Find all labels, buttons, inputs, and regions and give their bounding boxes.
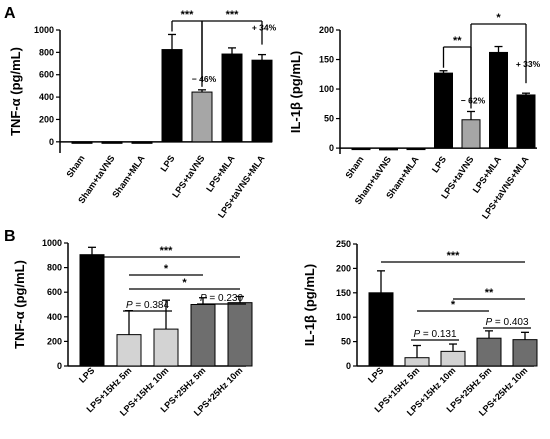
significance-label: * [164, 263, 169, 275]
bar [191, 91, 213, 143]
bar [221, 53, 243, 143]
y-tick-label: 200 [336, 263, 351, 273]
bar [79, 254, 105, 367]
y-tick-label: 400 [39, 92, 54, 102]
p-value-label: P = 0.384 [126, 300, 170, 311]
significance-label: * [496, 12, 501, 24]
significance-label: *** [226, 9, 240, 21]
bar [131, 141, 153, 144]
y-tick-label: 100 [336, 312, 351, 322]
category-label: LPS+MLA [204, 153, 237, 194]
y-tick-label: 200 [39, 114, 54, 124]
p-value-label: P = 0.230 [200, 293, 244, 304]
percent-change-label: − 62% [461, 95, 486, 105]
bar [101, 141, 123, 144]
bar [368, 292, 394, 367]
bar [512, 339, 538, 367]
y-tick-label: 200 [319, 25, 334, 35]
y-tick-label: 50 [341, 337, 351, 347]
p-value-label: P = 0.403 [485, 317, 529, 328]
bar [190, 304, 216, 367]
y-tick-label: 0 [346, 361, 351, 371]
y-tick-label: 200 [47, 336, 62, 346]
bar [251, 59, 273, 143]
y-tick-label: 600 [39, 70, 54, 80]
bar [406, 147, 426, 151]
y-tick-label: 800 [47, 263, 62, 273]
bar [404, 357, 430, 367]
category-label: LPS [158, 153, 176, 173]
bar [476, 337, 502, 367]
bar [116, 334, 142, 367]
bar [440, 350, 466, 367]
y-tick-label: 100 [319, 84, 334, 94]
y-axis-title: TNF-α (pg/mL) [8, 47, 23, 136]
category-label: Sham [64, 153, 86, 179]
y-axis-title: IL-1β (pg/mL) [288, 51, 303, 133]
percent-change-label: + 33% [516, 59, 541, 69]
y-axis-title: TNF-α (pg/mL) [12, 260, 27, 349]
bar [351, 147, 371, 151]
p-value-label: P = 0.131 [413, 329, 457, 340]
significance-label: *** [160, 245, 174, 257]
panel-label-a: A [4, 5, 16, 22]
bar [489, 51, 508, 149]
bar [379, 147, 398, 151]
y-tick-label: 250 [336, 239, 351, 249]
bar [161, 49, 183, 143]
significance-label: *** [181, 9, 195, 21]
y-tick-label: 1000 [34, 25, 54, 35]
y-axis-title: IL-1β (pg/mL) [302, 264, 317, 346]
percent-change-label: − 46% [192, 74, 217, 84]
y-tick-label: 400 [47, 312, 62, 322]
y-tick-label: 0 [329, 143, 334, 153]
y-tick-label: 0 [57, 361, 62, 371]
panel-label-b: B [4, 228, 16, 245]
category-label: LPS [430, 154, 448, 174]
bar [71, 141, 93, 144]
y-tick-label: 0 [49, 137, 54, 147]
significance-label: * [182, 277, 187, 289]
bar [227, 302, 253, 367]
category-label: Sham [343, 154, 365, 180]
y-tick-label: 1000 [42, 238, 62, 248]
bar [461, 119, 481, 149]
significance-label: * [451, 299, 456, 311]
significance-label: ** [485, 287, 494, 299]
y-tick-label: 150 [319, 55, 334, 65]
percent-change-label: + 34% [252, 23, 277, 33]
significance-label: *** [447, 250, 461, 262]
y-tick-label: 150 [336, 288, 351, 298]
y-tick-label: 600 [47, 287, 62, 297]
y-tick-label: 50 [324, 114, 334, 124]
category-label: LPS [366, 365, 385, 384]
significance-label: ** [453, 35, 462, 47]
category-label: LPS [77, 365, 96, 384]
bar [516, 94, 536, 149]
bar [434, 72, 453, 149]
y-tick-label: 800 [39, 47, 54, 57]
bar [153, 328, 179, 367]
